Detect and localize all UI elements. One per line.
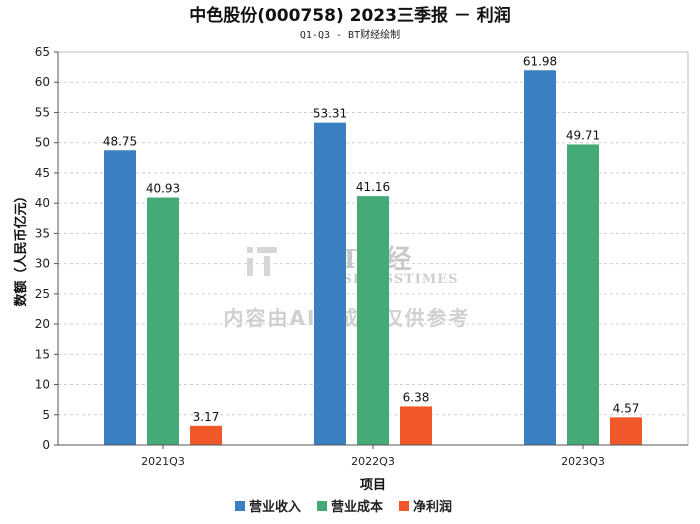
y-tick-label: 40 — [35, 196, 50, 210]
bar — [357, 196, 389, 445]
y-tick-labels: 0 5 10 15 20 25 30 35 40 45 50 55 60 65 — [35, 45, 50, 452]
data-label: 6.38 — [403, 390, 430, 404]
y-axis-label: 数额（人民币亿元） — [13, 189, 29, 306]
watermark: BT财经 BUSINESSTIMES 内容由AI生成，仅供参考 — [224, 244, 471, 330]
legend-swatch — [399, 501, 409, 511]
data-label: 53.31 — [313, 107, 347, 121]
y-tick-label: 35 — [35, 226, 50, 240]
y-tick-label: 55 — [35, 105, 50, 119]
y-tick-label: 45 — [35, 166, 50, 180]
legend-label: 营业成本 — [331, 499, 383, 515]
y-tick-label: 20 — [35, 317, 50, 331]
bar — [567, 144, 599, 446]
data-label: 41.16 — [356, 180, 390, 194]
chart-subtitle: Q1-Q3 - BT财经绘制 — [300, 28, 400, 41]
bars — [104, 70, 642, 446]
watermark-notice: 内容由AI生成，仅供参考 — [224, 306, 471, 330]
legend-label: 净利润 — [413, 499, 452, 515]
data-label: 40.93 — [146, 182, 180, 196]
bar — [610, 417, 642, 445]
y-tick-label: 60 — [35, 75, 50, 89]
bar — [190, 425, 222, 445]
x-tick-label: 2022Q3 — [351, 455, 395, 468]
x-tick-labels: 2021Q3 2022Q3 2023Q3 — [141, 455, 605, 468]
data-label: 61.98 — [523, 54, 557, 68]
data-label: 49.71 — [566, 128, 600, 142]
legend-swatch — [235, 501, 245, 511]
y-tick-label: 30 — [35, 257, 50, 271]
data-labels: 48.75 40.93 3.17 53.31 41.16 6.38 61.98 49.71 4.… — [103, 54, 640, 424]
bar — [524, 70, 556, 445]
y-tick-label: 10 — [35, 378, 50, 392]
y-tick-label: 5 — [42, 408, 50, 422]
data-label: 3.17 — [193, 410, 220, 424]
bar — [104, 150, 136, 445]
bar — [400, 406, 432, 445]
legend-swatch — [317, 501, 327, 511]
chart-title: 中色股份(000758) 2023三季报 － 利润 — [189, 5, 511, 26]
watermark-logo-icon — [247, 247, 277, 276]
bar — [314, 122, 346, 445]
y-tick-label: 65 — [35, 45, 50, 59]
axes — [54, 51, 689, 449]
bar — [147, 197, 179, 445]
y-tick-label: 25 — [35, 287, 50, 301]
y-tick-label: 0 — [42, 438, 50, 452]
x-axis-label: 项目 — [360, 478, 386, 493]
data-label: 4.57 — [613, 401, 640, 415]
y-tick-label: 50 — [35, 136, 50, 150]
x-tick-label: 2023Q3 — [561, 455, 605, 468]
x-tick-label: 2021Q3 — [141, 455, 185, 468]
legend-label: 营业收入 — [249, 499, 301, 515]
legend: 营业收入 营业成本 净利润 — [235, 499, 452, 515]
data-label: 48.75 — [103, 134, 137, 148]
y-tick-label: 15 — [35, 347, 50, 361]
